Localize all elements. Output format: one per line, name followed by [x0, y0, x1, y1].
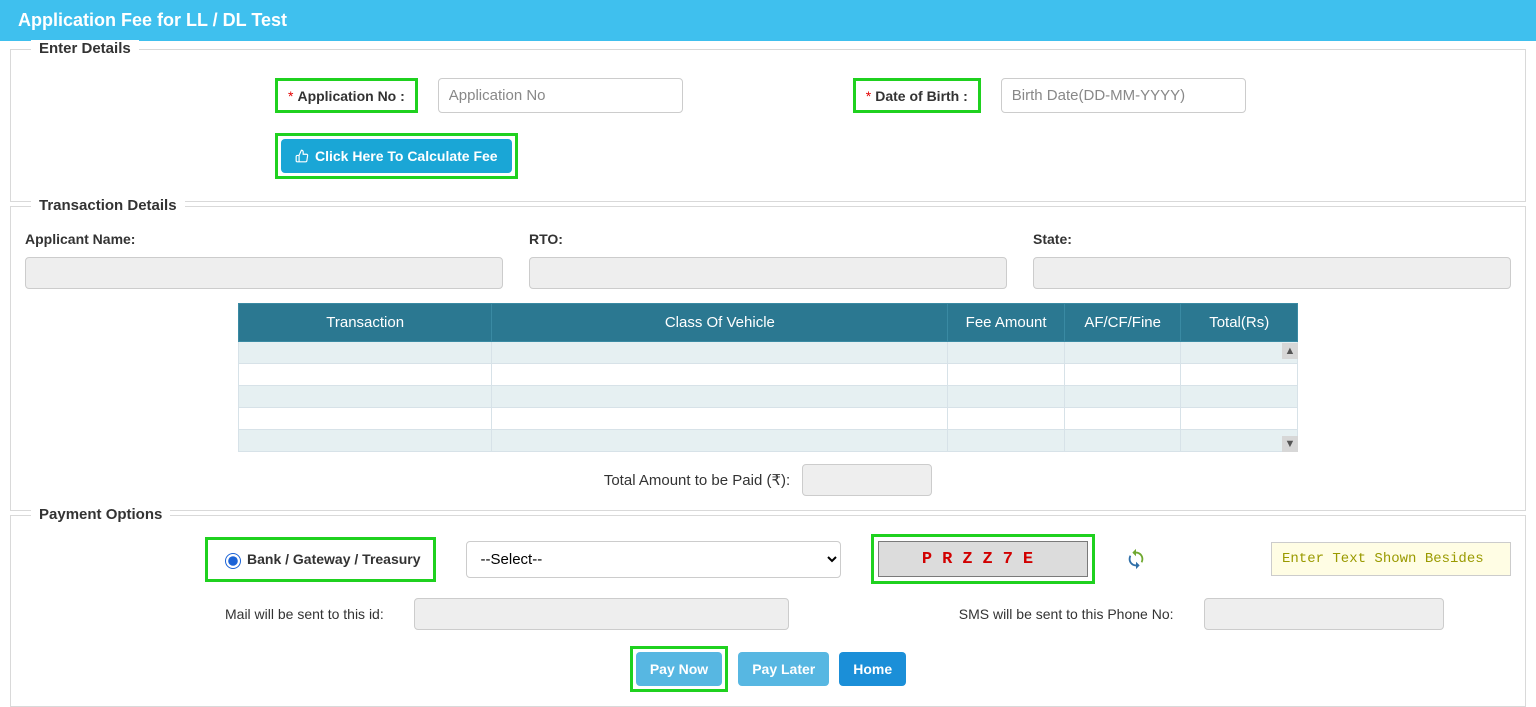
pay-later-label: Pay Later: [752, 661, 815, 677]
transaction-legend: Transaction Details: [31, 197, 185, 214]
mail-value: [414, 598, 789, 630]
col-transaction: Transaction: [239, 304, 492, 342]
dob-label-box: * Date of Birth :: [853, 78, 981, 113]
page-title: Application Fee for LL / DL Test: [18, 10, 287, 30]
home-label: Home: [853, 661, 892, 677]
sms-value: [1204, 598, 1444, 630]
captcha-text: PRZZ7E: [922, 550, 1043, 569]
application-no-label-box: * Application No :: [275, 78, 418, 113]
table-row: [239, 430, 1298, 452]
required-star-icon: *: [866, 88, 871, 104]
required-star-icon: *: [288, 88, 293, 104]
captcha-image: PRZZ7E: [878, 541, 1088, 577]
applicant-name-value: [25, 257, 503, 289]
transaction-details-group: Transaction Details Applicant Name: RTO:…: [10, 206, 1526, 511]
gateway-select[interactable]: --Select--: [466, 541, 841, 578]
state-col: State:: [1033, 231, 1511, 289]
gateway-radio-label: Bank / Gateway / Treasury: [247, 551, 421, 567]
mail-label: Mail will be sent to this id:: [225, 606, 384, 622]
pay-now-button[interactable]: Pay Now: [636, 652, 722, 686]
enter-details-legend: Enter Details: [31, 40, 139, 57]
scroll-down-icon[interactable]: ▼: [1282, 436, 1298, 452]
table-row: [239, 408, 1298, 430]
col-class-of-vehicle: Class Of Vehicle: [492, 304, 948, 342]
table-row: [239, 386, 1298, 408]
thumbs-up-icon: [295, 149, 309, 163]
gateway-radio-box: Bank / Gateway / Treasury: [205, 537, 436, 582]
scroll-up-icon[interactable]: ▲: [1282, 343, 1298, 359]
applicant-name-col: Applicant Name:: [25, 231, 503, 289]
rto-label: RTO:: [529, 231, 1007, 247]
calculate-fee-button-box: Click Here To Calculate Fee: [275, 133, 518, 179]
col-af-cf-fine: AF/CF/Fine: [1064, 304, 1181, 342]
application-no-label: Application No :: [297, 88, 404, 104]
captcha-refresh-icon[interactable]: [1125, 548, 1147, 570]
dob-input[interactable]: [1001, 78, 1246, 113]
payment-legend: Payment Options: [31, 506, 170, 523]
home-button[interactable]: Home: [839, 652, 906, 686]
application-no-input[interactable]: [438, 78, 683, 113]
sms-label: SMS will be sent to this Phone No:: [959, 606, 1174, 622]
col-total: Total(Rs): [1181, 304, 1298, 342]
dob-label: Date of Birth :: [875, 88, 968, 104]
fee-table-wrap: Transaction Class Of Vehicle Fee Amount …: [25, 303, 1511, 452]
table-row: [239, 364, 1298, 386]
payment-options-group: Payment Options Bank / Gateway / Treasur…: [10, 515, 1526, 707]
rto-value: [529, 257, 1007, 289]
state-value: [1033, 257, 1511, 289]
captcha-input[interactable]: [1271, 542, 1511, 576]
pay-later-button[interactable]: Pay Later: [738, 652, 829, 686]
pay-now-box: Pay Now: [630, 646, 728, 692]
page-header: Application Fee for LL / DL Test: [0, 0, 1536, 41]
enter-details-group: Enter Details * Application No : * Date …: [10, 49, 1526, 202]
col-fee-amount: Fee Amount: [948, 304, 1065, 342]
total-amount-value: [802, 464, 932, 496]
state-label: State:: [1033, 231, 1511, 247]
captcha-box-wrap: PRZZ7E: [871, 534, 1095, 584]
gateway-radio[interactable]: [225, 553, 241, 569]
fee-table: Transaction Class Of Vehicle Fee Amount …: [238, 303, 1298, 452]
calculate-fee-button-label: Click Here To Calculate Fee: [315, 148, 498, 164]
total-amount-row: Total Amount to be Paid (₹):: [25, 464, 1511, 496]
rto-col: RTO:: [529, 231, 1007, 289]
total-amount-label: Total Amount to be Paid (₹):: [604, 471, 790, 489]
applicant-name-label: Applicant Name:: [25, 231, 503, 247]
pay-now-label: Pay Now: [650, 661, 708, 677]
table-row: [239, 342, 1298, 364]
calculate-fee-button[interactable]: Click Here To Calculate Fee: [281, 139, 512, 173]
